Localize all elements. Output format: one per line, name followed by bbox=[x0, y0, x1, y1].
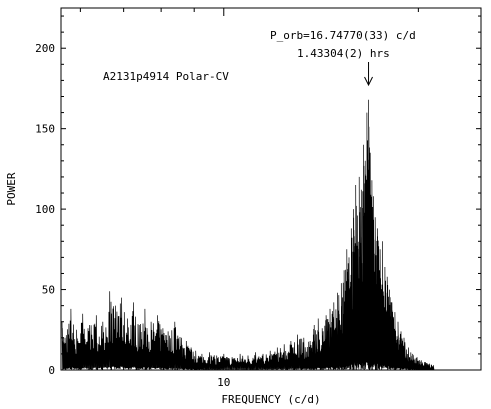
period-frequency-label: P_orb=16.74770(33) c/d bbox=[270, 29, 416, 42]
plot-frame bbox=[60, 7, 482, 371]
power-spectrum-line bbox=[61, 99, 435, 371]
x-tick-label: 10 bbox=[217, 376, 230, 389]
y-tick-label: 0 bbox=[48, 364, 55, 377]
y-axis-ticks: 0 50 100 150 200 bbox=[35, 15, 481, 377]
object-label: A2131p4914 Polar-CV bbox=[103, 70, 229, 83]
period-arrow bbox=[364, 62, 373, 87]
power-spectrum-series bbox=[61, 99, 435, 371]
y-tick-label: 50 bbox=[42, 284, 55, 297]
y-tick-label: 100 bbox=[35, 203, 55, 216]
y-axis-label: POWER bbox=[5, 172, 18, 205]
period-hours-label: 1.43304(2) hrs bbox=[297, 47, 390, 60]
y-tick-label: 150 bbox=[35, 123, 55, 136]
arrow-head bbox=[364, 76, 373, 87]
y-tick-label: 200 bbox=[35, 42, 55, 55]
x-axis-label: FREQUENCY (c/d) bbox=[221, 393, 320, 406]
